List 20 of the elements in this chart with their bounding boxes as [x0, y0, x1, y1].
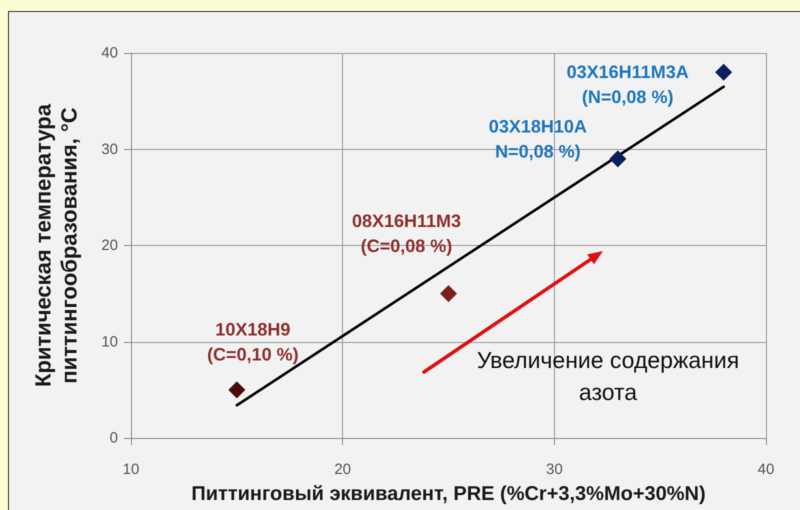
annotation: 03Х18Н10А N=0,08 %)	[488, 116, 587, 162]
annotation: 03Х16Н11М3А (N=0,08 %)	[566, 62, 689, 107]
annotation: 08Х16Н11М3 (C=0,08 %)	[352, 211, 462, 256]
x-tick-label: 10	[122, 461, 140, 478]
x-tick-label: 30	[546, 461, 563, 478]
y-tick-label: 20	[101, 237, 118, 254]
x-tick-label: 20	[334, 461, 352, 478]
point	[609, 150, 626, 168]
annotation: 10Х18Н9 (C=0,10 %)	[207, 319, 299, 364]
y-tick-label: 40	[101, 44, 118, 62]
x-axis-title: Питтинговый эквивалент, PRE (%Cr+3,3%Mo+30%N)	[191, 483, 706, 505]
y-tick-label: 30	[101, 140, 118, 158]
annotation: Увеличение содержания азота	[476, 347, 740, 405]
y-axis-title: Критическая температура питтингообразования, °C	[30, 103, 82, 387]
y-tick-label: 10	[101, 333, 118, 350]
point	[228, 381, 246, 398]
x-tick-label: 40	[758, 461, 774, 478]
y-tick-label: 0	[110, 430, 118, 446]
point	[715, 64, 732, 81]
point	[440, 285, 457, 302]
